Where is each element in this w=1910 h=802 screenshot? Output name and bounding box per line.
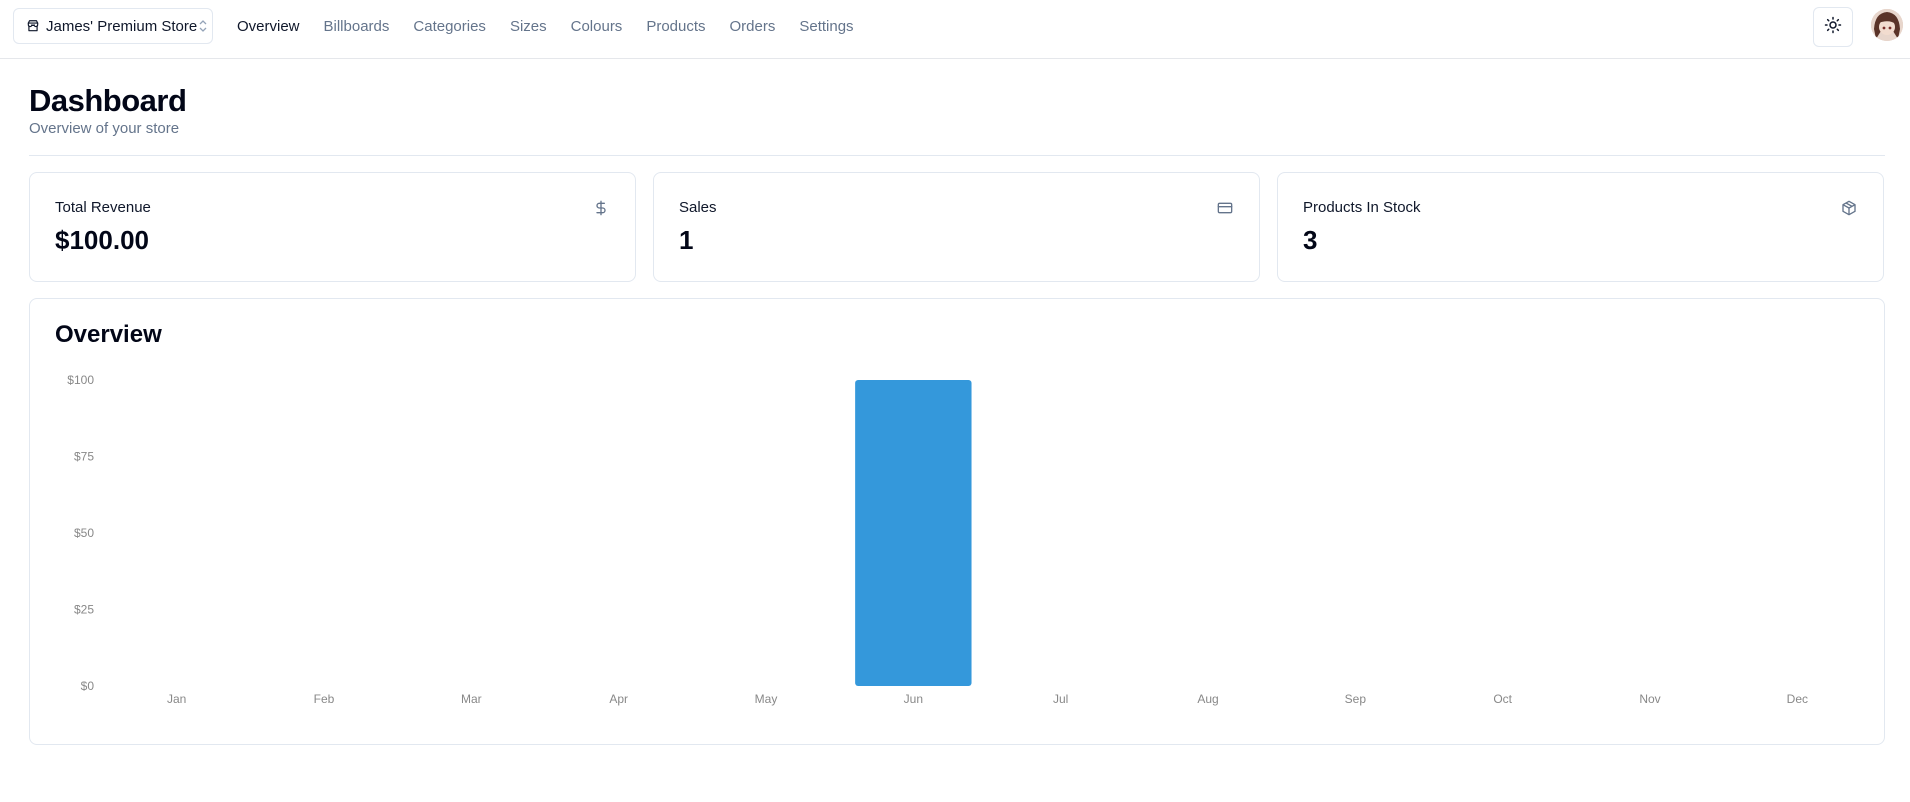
x-tick-label: Jul: [1053, 692, 1068, 706]
sun-icon: [1824, 16, 1842, 39]
x-tick-label: Nov: [1639, 692, 1660, 706]
card-label: Total Revenue: [55, 199, 151, 216]
overview-card: Overview $0 $25 $50 $75 $100 Jan Feb Mar Apr May J…: [29, 298, 1885, 745]
nav-orders[interactable]: Orders: [729, 17, 776, 35]
nav-overview[interactable]: Overview: [237, 17, 300, 35]
divider: [29, 155, 1885, 156]
nav-sizes[interactable]: Sizes: [509, 17, 547, 35]
x-tick-label: Oct: [1493, 692, 1512, 706]
x-tick-label: Apr: [609, 692, 628, 706]
top-navbar: James' Premium Store Overview Billboards…: [0, 0, 1910, 59]
card-value: 1: [679, 225, 694, 255]
revenue-bar-chart: $0 $25 $50 $75 $100 Jan Feb Mar Apr May Jun Jul Aug S…: [67, 373, 1808, 706]
credit-card-icon: [1216, 199, 1234, 217]
y-tick-label: $100: [67, 373, 94, 387]
package-icon: [1840, 199, 1858, 217]
store-name: James' Premium Store: [46, 17, 198, 35]
x-tick-label: Sep: [1345, 692, 1367, 706]
x-tick-label: Dec: [1787, 692, 1808, 706]
products-in-stock-card: Products In Stock 3: [1277, 172, 1884, 282]
y-tick-label: $0: [81, 679, 95, 693]
card-label: Products In Stock: [1303, 199, 1421, 216]
store-icon: [26, 19, 40, 33]
y-tick-label: $75: [74, 450, 94, 464]
chevrons-up-down-icon: [199, 20, 207, 32]
x-tick-label: Jun: [904, 692, 923, 706]
card-value: 3: [1303, 225, 1318, 255]
bar-jun: [855, 380, 972, 686]
nav-colours[interactable]: Colours: [570, 17, 623, 35]
store-switcher[interactable]: James' Premium Store: [13, 8, 213, 44]
dollar-sign-icon: [592, 199, 610, 217]
nav-settings[interactable]: Settings: [799, 17, 854, 35]
theme-toggle-button[interactable]: [1813, 7, 1853, 47]
card-value: $100.00: [55, 225, 149, 255]
total-revenue-card: Total Revenue $100.00: [29, 172, 636, 282]
sales-card: Sales 1: [653, 172, 1260, 282]
page-subtitle: Overview of your store: [29, 120, 180, 137]
user-avatar[interactable]: [1871, 9, 1903, 41]
page-heading: Dashboard Overview of your store: [29, 82, 187, 137]
nav-billboards[interactable]: Billboards: [323, 17, 390, 35]
x-tick-label: Feb: [314, 692, 335, 706]
nav-categories[interactable]: Categories: [413, 17, 486, 35]
overview-title: Overview: [55, 321, 162, 348]
y-tick-label: $50: [74, 526, 94, 540]
page-title: Dashboard: [29, 83, 187, 118]
x-tick-label: Aug: [1197, 692, 1218, 706]
y-tick-label: $25: [74, 603, 94, 617]
x-tick-label: May: [755, 692, 778, 706]
x-tick-label: Jan: [167, 692, 186, 706]
main-nav: Overview Billboards Categories Sizes Col…: [237, 0, 878, 52]
x-tick-label: Mar: [461, 692, 482, 706]
card-label: Sales: [679, 199, 717, 216]
nav-products[interactable]: Products: [646, 17, 706, 35]
